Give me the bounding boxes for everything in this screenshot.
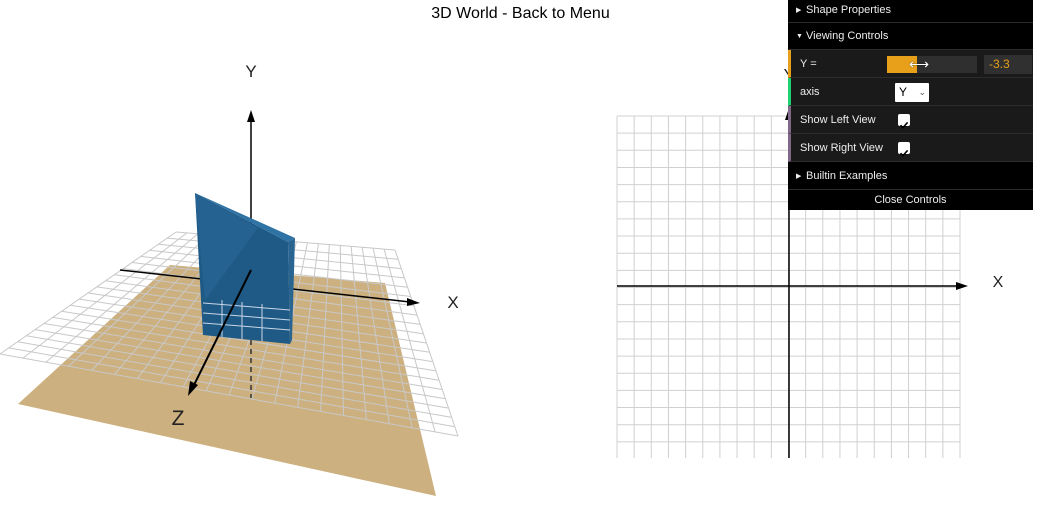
- show-right-view-checkbox[interactable]: [898, 142, 910, 157]
- y-axis-arrow: [247, 110, 255, 122]
- prism-side-face: [288, 238, 295, 344]
- show-right-view-row: Show Right View: [788, 134, 1033, 162]
- page-title[interactable]: 3D World - Back to Menu: [431, 5, 610, 22]
- caret-down-icon: ▼: [796, 33, 803, 40]
- y-value-input[interactable]: -3.3: [984, 55, 1032, 74]
- right-x-axis-arrow: [956, 282, 968, 290]
- prism-diagonal-face: [195, 193, 258, 300]
- checkmark-icon: [899, 149, 909, 157]
- left-y-axis-label: Y: [245, 62, 256, 81]
- close-controls-button[interactable]: Close Controls: [788, 190, 1033, 210]
- y-value-slider-fill: [887, 56, 917, 73]
- z-axis-line: [193, 269, 252, 386]
- back-to-menu-link[interactable]: 3D World - Back to Menu: [0, 5, 1041, 23]
- y-value-row: Y = ⟷ -3.3: [788, 50, 1033, 78]
- caret-right-icon: ▶: [796, 173, 802, 180]
- folder-builtin-examples-label: Builtin Examples: [806, 170, 888, 182]
- folder-shape-properties-label: Shape Properties: [806, 4, 891, 16]
- axis-label: axis: [800, 86, 820, 98]
- z-axis-arrow: [188, 381, 198, 396]
- axis-row: axis Y ⌄: [788, 78, 1033, 106]
- y-value-label: Y =: [800, 58, 817, 70]
- show-right-view-label: Show Right View: [800, 142, 883, 154]
- show-left-view-row: Show Left View: [788, 106, 1033, 134]
- checkmark-icon: [899, 121, 909, 129]
- y-value-slider[interactable]: ⟷: [887, 56, 977, 73]
- x-axis-arrow: [407, 298, 420, 306]
- folder-builtin-examples[interactable]: ▶ Builtin Examples: [788, 162, 1033, 190]
- chevron-down-icon: ⌄: [918, 87, 926, 97]
- show-left-view-checkbox[interactable]: [898, 114, 910, 129]
- folder-shape-properties[interactable]: ▶ Shape Properties: [788, 0, 1033, 23]
- left-z-axis-label: Z: [172, 407, 185, 430]
- controls-panel: ▶ Shape Properties ▼ Viewing Controls Y = …: [788, 0, 1033, 210]
- left-x-axis-label: X: [447, 293, 458, 312]
- resize-cursor-icon: ⟷: [909, 56, 930, 72]
- axis-select[interactable]: Y ⌄: [895, 83, 929, 102]
- left-3d-view[interactable]: Y X Z: [0, 0, 470, 514]
- show-left-view-label: Show Left View: [800, 114, 876, 126]
- caret-right-icon: ▶: [796, 7, 802, 14]
- ground-plane: [18, 265, 436, 496]
- right-x-axis-label: X: [993, 274, 1004, 291]
- prism-top-face: [195, 193, 295, 242]
- folder-viewing-controls[interactable]: ▼ Viewing Controls: [788, 23, 1033, 50]
- shape-grid-overlay: [202, 300, 291, 341]
- axis-select-value: Y: [899, 85, 908, 99]
- folder-viewing-controls-label: Viewing Controls: [806, 30, 889, 42]
